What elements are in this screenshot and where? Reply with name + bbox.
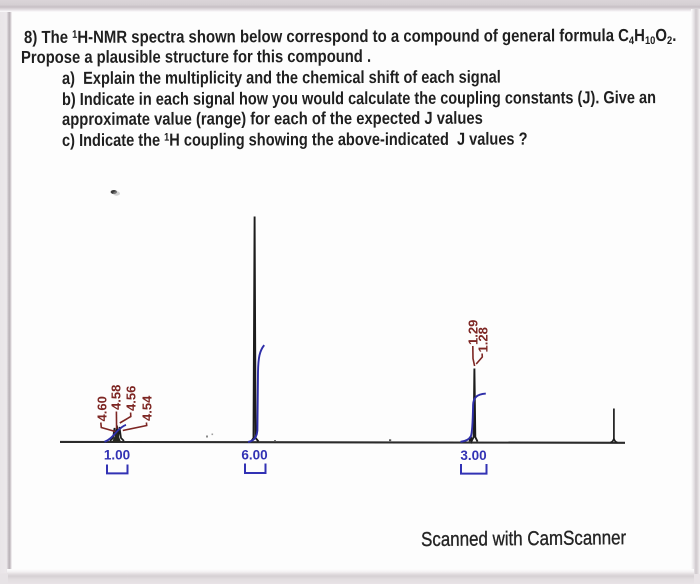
svg-text:6.00: 6.00 (241, 448, 267, 463)
svg-text:1.28: 1.28 (475, 327, 490, 352)
svg-text:4.56: 4.56 (124, 386, 139, 411)
svg-text:4.58: 4.58 (109, 385, 124, 410)
svg-text:4.54: 4.54 (140, 395, 155, 421)
svg-text:4.60: 4.60 (95, 396, 110, 421)
svg-text:1.00: 1.00 (104, 448, 130, 463)
svg-text:3.00: 3.00 (460, 448, 486, 463)
svg-text:1.29: 1.29 (465, 320, 480, 345)
